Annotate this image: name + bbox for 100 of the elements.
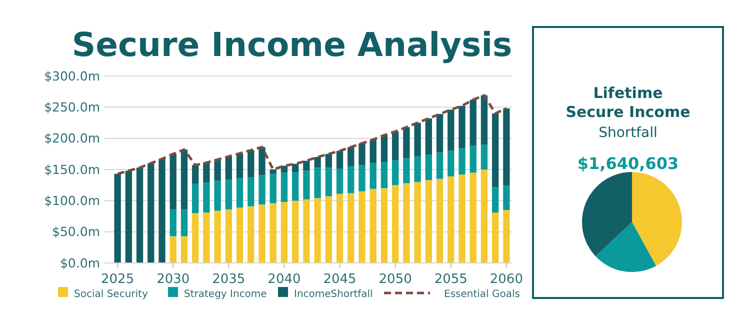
bar bbox=[348, 147, 354, 166]
bar bbox=[180, 236, 188, 263]
bar bbox=[348, 193, 354, 263]
bar bbox=[248, 150, 254, 177]
legend-label: IncomeShortfall bbox=[294, 289, 373, 300]
bar bbox=[314, 168, 321, 198]
bar bbox=[192, 184, 199, 214]
bar bbox=[236, 208, 244, 263]
chart-title: Lifetime Secure Income bbox=[566, 84, 690, 121]
bar bbox=[436, 114, 444, 153]
bar bbox=[436, 152, 444, 179]
bar bbox=[470, 100, 476, 146]
y-tick-label: $100.0m bbox=[44, 193, 100, 208]
chart-subtitle: Shortfall bbox=[598, 125, 658, 141]
bar bbox=[370, 188, 376, 263]
x-tick-label: 2025 bbox=[101, 272, 134, 287]
bar bbox=[480, 95, 488, 145]
bar bbox=[192, 165, 199, 184]
bar bbox=[270, 170, 276, 174]
bar bbox=[158, 158, 166, 263]
x-tick-label: 2050 bbox=[378, 272, 412, 287]
bar bbox=[448, 150, 454, 176]
bar bbox=[148, 163, 154, 263]
bar bbox=[214, 160, 221, 181]
bar bbox=[270, 174, 276, 204]
bar bbox=[403, 158, 410, 184]
bar bbox=[225, 179, 232, 210]
bar bbox=[403, 183, 410, 263]
bar bbox=[358, 143, 366, 166]
y-tick-label: $150.0m bbox=[44, 162, 100, 177]
bar bbox=[503, 210, 510, 263]
pie-slice bbox=[632, 172, 682, 266]
bar bbox=[480, 144, 488, 170]
bar bbox=[392, 131, 399, 160]
bar bbox=[170, 154, 176, 210]
bar bbox=[258, 175, 266, 204]
legend-label: Strategy Income bbox=[184, 289, 267, 300]
bar bbox=[414, 122, 421, 156]
bar bbox=[448, 176, 454, 263]
bar bbox=[303, 160, 310, 171]
bar bbox=[214, 210, 221, 263]
bar bbox=[436, 178, 444, 263]
bar bbox=[503, 186, 510, 210]
bar bbox=[180, 150, 188, 210]
y-tick-label: $250.0m bbox=[44, 100, 100, 115]
bar bbox=[203, 212, 210, 263]
bar bbox=[458, 106, 466, 148]
x-tick-label: 2040 bbox=[268, 272, 301, 287]
bar bbox=[492, 113, 499, 187]
x-tick-label: 2045 bbox=[323, 272, 356, 287]
bar bbox=[336, 150, 344, 169]
bar bbox=[380, 162, 388, 188]
bar bbox=[380, 135, 388, 162]
bar bbox=[125, 170, 132, 263]
bar bbox=[192, 213, 199, 263]
bar bbox=[258, 204, 266, 263]
bar bbox=[270, 203, 276, 263]
bar bbox=[214, 180, 221, 211]
bar bbox=[348, 166, 354, 194]
bar bbox=[292, 172, 299, 201]
y-tick-label: $0.0m bbox=[60, 255, 100, 270]
legend-label: Essential Goals bbox=[444, 289, 520, 300]
bar bbox=[392, 160, 399, 186]
bar bbox=[248, 176, 254, 206]
bar bbox=[303, 170, 310, 200]
bar bbox=[292, 200, 299, 263]
bar bbox=[414, 182, 421, 263]
bar bbox=[458, 174, 466, 263]
bar bbox=[170, 236, 176, 263]
bar bbox=[225, 156, 232, 180]
bar bbox=[403, 127, 410, 158]
bar bbox=[236, 178, 244, 208]
bar bbox=[170, 209, 176, 236]
bar bbox=[425, 180, 432, 263]
bar bbox=[414, 156, 421, 182]
bar bbox=[370, 140, 376, 164]
bar bbox=[180, 209, 188, 236]
pie-slice bbox=[582, 172, 632, 256]
bar bbox=[336, 168, 344, 194]
bar bbox=[492, 186, 499, 213]
x-tick-label: 2030 bbox=[156, 272, 190, 287]
bar bbox=[248, 206, 254, 263]
bar bbox=[203, 182, 210, 213]
bar bbox=[325, 154, 332, 168]
text: $1,640,603 bbox=[577, 154, 679, 173]
bar bbox=[258, 147, 266, 176]
bar bbox=[303, 199, 310, 263]
legend-label: Social Security bbox=[74, 289, 148, 300]
bar bbox=[370, 163, 376, 189]
bar bbox=[470, 146, 476, 173]
bar bbox=[325, 168, 332, 196]
chart-title: Secure Income Analysis bbox=[72, 25, 512, 64]
bar bbox=[492, 212, 499, 263]
y-tick-label: $50.0m bbox=[52, 224, 100, 240]
bar bbox=[236, 153, 244, 178]
bar bbox=[392, 185, 399, 263]
x-tick-label: 2035 bbox=[212, 272, 246, 287]
bar bbox=[358, 165, 366, 192]
bar bbox=[203, 162, 210, 183]
bar bbox=[425, 154, 432, 180]
